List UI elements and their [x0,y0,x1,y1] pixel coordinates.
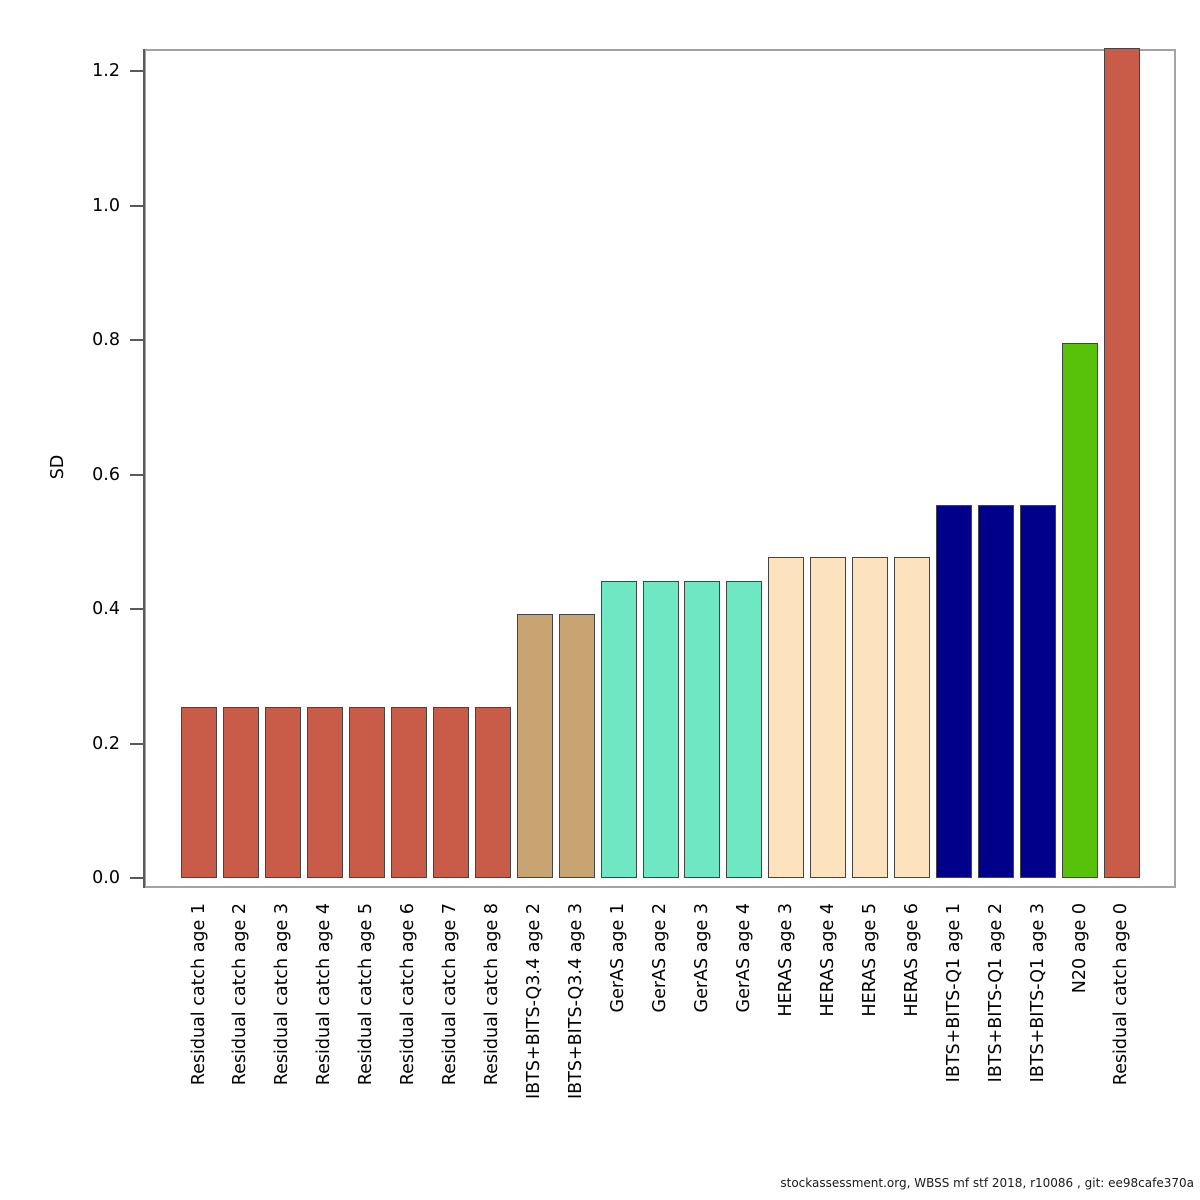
x-label-heras-age-4: HERAS age 4 [817,903,838,1017]
x-label-residual-catch-age-2: Residual catch age 2 [230,903,251,1086]
y-tick-label-0.6: 0.6 [92,464,120,485]
y-tick-label-0.8: 0.8 [92,330,120,350]
bar-residual-catch-age-1 [181,706,217,878]
bar-ibts-bits-q3-4-age-3 [558,613,595,878]
x-label-ibts-bits-q1-age-1: IBTS+BITS-Q1 age 1 [943,903,964,1083]
x-label-n20-age-0: N20 age 0 [1069,903,1090,994]
x-label-ibts-bits-q3-4-age-2: IBTS+BITS-Q3.4 age 2 [524,903,545,1100]
y-tick-0.8 [130,339,144,341]
y-tick-1.2 [130,70,144,72]
bar-n20-age-0 [1062,343,1098,878]
x-label-ibts-bits-q1-age-3: IBTS+BITS-Q1 age 3 [1027,903,1048,1083]
footer-attribution: stockassessment.org, WBSS mf stf 2018, r… [780,1176,1194,1190]
x-label-geras-age-2: GerAS age 2 [650,903,670,1013]
bar-heras-age-5 [852,556,889,878]
y-tick-0.4 [130,608,144,610]
bar-ibts-bits-q3-4-age-2 [516,613,553,878]
y-tick-0.2 [130,742,144,745]
x-label-heras-age-3: HERAS age 3 [775,903,796,1017]
bar-geras-age-2 [642,581,679,878]
bar-residual-catch-age-2 [222,706,259,878]
x-label-geras-age-1: GerAS age 1 [608,903,628,1013]
x-label-geras-age-4: GerAS age 4 [733,903,754,1013]
bar-heras-age-3 [768,556,805,878]
x-label-residual-catch-age-6: Residual catch age 6 [398,903,419,1086]
y-tick-label-0.0: 0.0 [92,868,120,888]
bar-geras-age-1 [600,581,637,878]
x-label-residual-catch-age-7: Residual catch age 7 [440,903,461,1086]
x-label-ibts-bits-q3-4-age-3: IBTS+BITS-Q3.4 age 3 [566,903,586,1100]
y-tick-label-0.4: 0.4 [92,599,120,619]
x-label-residual-catch-age-0: Residual catch age 0 [1111,903,1132,1086]
x-label-heras-age-6: HERAS age 6 [901,903,922,1017]
bar-residual-catch-age-3 [264,706,301,878]
y-tick-1.0 [130,204,144,207]
y-tick-0.6 [130,473,144,476]
bar-residual-catch-age-5 [348,706,385,878]
x-label-geras-age-3: GerAS age 3 [691,903,712,1013]
bar-residual-catch-age-0 [1103,47,1140,878]
x-label-residual-catch-age-4: Residual catch age 4 [314,903,335,1086]
bar-residual-catch-age-4 [306,706,343,878]
x-label-heras-age-5: HERAS age 5 [859,903,880,1017]
x-label-ibts-bits-q1-age-2: IBTS+BITS-Q1 age 2 [985,903,1006,1083]
bar-ibts-bits-q1-age-3 [1020,505,1056,878]
y-tick-label-0.2: 0.2 [92,733,120,754]
bar-residual-catch-age-6 [390,706,427,878]
y-tick-label-1.0: 1.0 [92,195,120,216]
x-label-residual-catch-age-1: Residual catch age 1 [188,903,209,1086]
bar-residual-catch-age-8 [474,706,511,878]
x-label-residual-catch-age-3: Residual catch age 3 [272,903,293,1086]
x-label-residual-catch-age-5: Residual catch age 5 [356,903,377,1086]
bar-heras-age-4 [810,556,847,878]
bar-heras-age-6 [894,556,931,878]
bar-geras-age-3 [684,581,721,878]
y-axis-line [143,49,145,888]
y-tick-0.0 [130,877,144,879]
y-tick-label-1.2: 1.2 [92,61,120,81]
y-axis-title: SD [48,454,68,480]
x-label-residual-catch-age-8: Residual catch age 8 [482,903,503,1086]
bar-residual-catch-age-7 [432,706,469,878]
bar-ibts-bits-q1-age-2 [978,505,1015,878]
bar-ibts-bits-q1-age-1 [936,505,973,878]
bar-geras-age-4 [726,581,763,878]
